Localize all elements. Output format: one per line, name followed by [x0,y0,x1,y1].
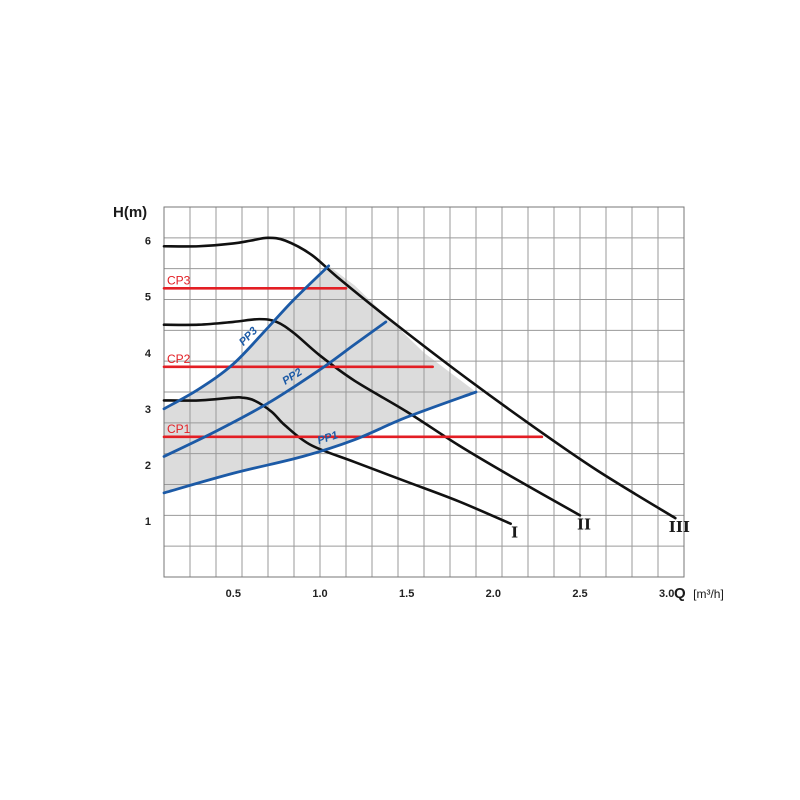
x-tick-label: 3.0 [659,588,674,600]
x-tick-label: 2.0 [486,588,501,600]
y-tick-label: 3 [145,404,151,416]
series-label-iii: III [669,518,690,536]
x-tick-label: 2.5 [572,588,587,600]
grid-layer [163,206,685,578]
y-tick-label: 4 [145,348,152,360]
x-axis-label-unit: [m³/h] [693,587,724,601]
series-label-ii: II [577,515,591,533]
series-label-cp1: CP1 [167,422,191,436]
series-layer [162,236,677,526]
series-line-pp2 [162,320,388,458]
x-tick-label: 0.5 [226,588,241,600]
x-axis-label-quantity: Q [674,585,686,602]
y-tick-label: 6 [145,236,151,248]
series-line-ii [162,317,582,517]
series-label-cp2: CP2 [167,352,191,366]
x-tick-label: 1.0 [312,588,327,600]
series-line-pp1 [162,390,478,495]
plot-frame [163,206,685,578]
y-tick-label: 2 [145,460,151,472]
series-line-i [162,395,512,526]
x-axis-label: Q [m³/h] [674,585,724,602]
axis-layer: H(m) Q [m³/h] 0.5 1.0 1.5 2.0 2.5 3.0 1 2 3 4 5 6 [113,204,724,602]
y-tick-label: 5 [145,292,151,304]
series-line-iii [162,236,677,520]
series-label-i: I [511,524,518,542]
x-tick-label: 1.5 [399,588,414,600]
series-line-pp3 [162,264,331,411]
y-tick-label: 1 [145,516,151,528]
series-label-cp3: CP3 [167,273,191,287]
y-axis-label: H(m) [113,204,147,221]
